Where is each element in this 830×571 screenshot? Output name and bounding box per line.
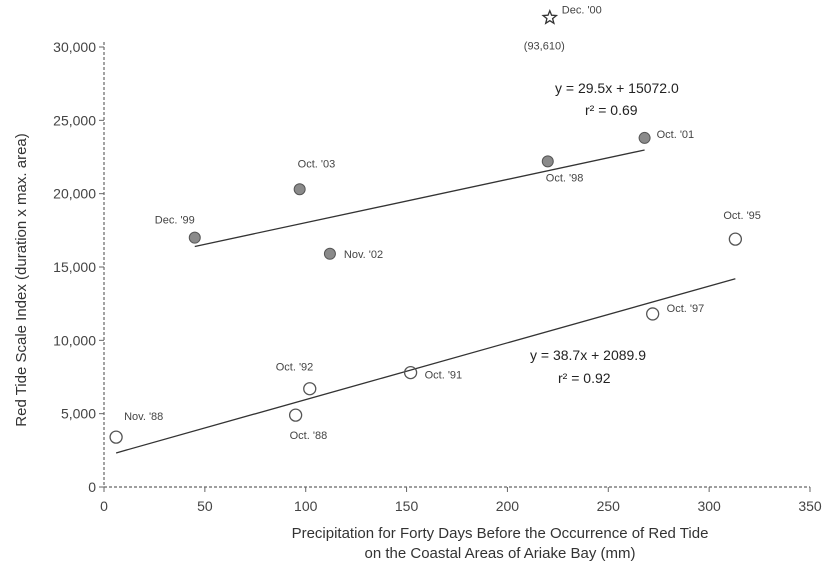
point-label: Oct. '88 xyxy=(290,430,328,442)
x-tick-label: 350 xyxy=(798,498,822,514)
x-tick-label: 200 xyxy=(496,498,520,514)
y-axis-title: Red Tide Scale Index (duration x max. ar… xyxy=(13,133,30,426)
filled-circle-marker xyxy=(323,247,336,260)
point-label: Oct. '01 xyxy=(657,129,695,141)
x-tick-label: 0 xyxy=(100,498,108,514)
open-circle-marker xyxy=(403,365,418,380)
regression-lines xyxy=(115,149,736,454)
x-tick-label: 250 xyxy=(597,498,621,514)
point-label: Oct. '95 xyxy=(723,210,761,222)
point-label: Dec. '99 xyxy=(155,215,195,227)
regression-line-upper xyxy=(194,149,645,248)
open-circle-marker xyxy=(109,430,123,444)
point-label: Nov. '02 xyxy=(344,249,383,261)
y-tick-label: 0 xyxy=(88,479,96,495)
y-tick-label: 10,000 xyxy=(53,332,96,348)
r2-lower: r² = 0.92 xyxy=(558,370,611,386)
x-axis-title-line1: Precipitation for Forty Days Before the … xyxy=(292,525,709,542)
x-tick-label: 50 xyxy=(197,498,213,514)
point-label: Oct. '98 xyxy=(546,172,584,184)
open-circle-marker xyxy=(288,408,303,422)
point-labels: Dec. '99 Oct. '03 Nov. '02 Oct. '98 Oct. '01… xyxy=(124,5,761,442)
data-markers xyxy=(109,8,743,444)
y-tick-label: 25,000 xyxy=(53,112,96,128)
filled-circle-marker xyxy=(541,155,554,168)
point-label: Dec. '00 xyxy=(562,5,602,17)
open-circle-marker xyxy=(646,307,660,321)
open-circle-marker xyxy=(728,232,743,246)
axes: 0 50 100 150 200 250 300 350 0 5,000 10,000 15,000 2… xyxy=(53,39,822,514)
point-label: Nov. '88 xyxy=(124,411,163,423)
point-label: Oct. '97 xyxy=(667,303,705,315)
equation-upper: y = 29.5x + 15072.0 xyxy=(555,80,679,96)
y-tick-label: 30,000 xyxy=(53,39,96,55)
point-label: Oct. '03 xyxy=(298,158,336,170)
x-tick-label: 100 xyxy=(294,498,318,514)
x-tick-label: 150 xyxy=(395,498,419,514)
filled-circle-marker xyxy=(188,231,201,244)
star-marker xyxy=(541,8,559,25)
equation-lower: y = 38.7x + 2089.9 xyxy=(530,347,646,363)
regression-line-lower xyxy=(115,278,736,454)
filled-circle-marker xyxy=(638,131,651,144)
x-axis-title-line2: on the Coastal Areas of Ariake Bay (mm) xyxy=(365,545,636,562)
y-tick-label: 15,000 xyxy=(53,259,96,275)
point-label: Oct. '91 xyxy=(425,370,463,382)
y-tick-label: 20,000 xyxy=(53,186,96,202)
y-tick-label: 5,000 xyxy=(61,406,96,422)
point-label: Oct. '92 xyxy=(276,362,314,374)
point-value-label: (93,610) xyxy=(524,41,565,53)
open-circle-marker xyxy=(303,382,317,396)
regression-equations: y = 29.5x + 15072.0 r² = 0.69 y = 38.7x … xyxy=(530,80,679,386)
filled-circle-marker xyxy=(293,183,306,196)
r2-upper: r² = 0.69 xyxy=(585,102,638,118)
x-tick-label: 300 xyxy=(697,498,721,514)
